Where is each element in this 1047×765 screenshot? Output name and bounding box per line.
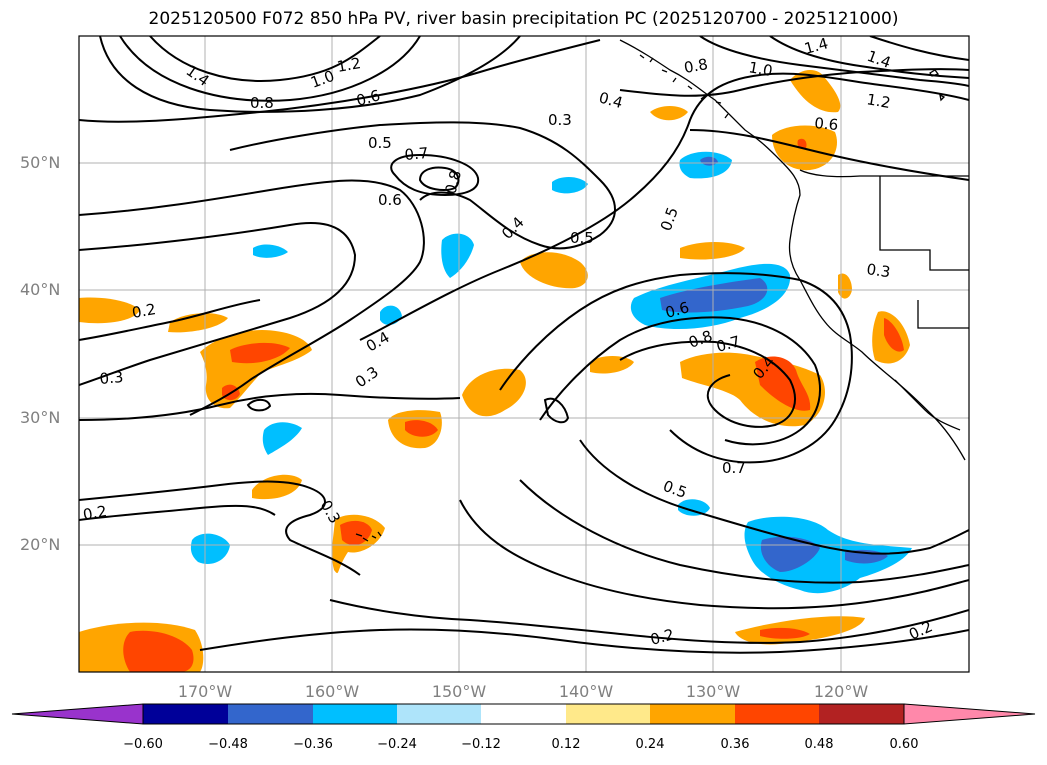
lon-tick-label: 120°W: [813, 682, 869, 701]
contour-label: 0.6: [354, 86, 382, 110]
pv-contours: [79, 36, 969, 654]
colorbar-tick-label: −0.36: [293, 737, 333, 752]
contour-label: 0.6: [814, 114, 839, 134]
colorbar-segment: [650, 704, 735, 724]
lat-tick-label: 40°N: [20, 280, 61, 299]
precip-negative-region: [678, 499, 710, 516]
contour-label: 1.2: [865, 90, 892, 112]
precip-strong-positive-region: [123, 630, 194, 672]
precip-negative-region: [190, 533, 230, 565]
precip-strong-positive-region: [797, 138, 807, 149]
lat-tick-label: 20°N: [20, 535, 61, 554]
colorbar-tick-label: −0.60: [123, 737, 163, 752]
contour-label: 0.4: [597, 88, 625, 112]
colorbar-segment: [819, 704, 904, 724]
contour-label: 1.4: [802, 34, 830, 58]
colorbar-extend-high: [903, 703, 1036, 725]
colorbar-extend-low: [11, 703, 144, 725]
precip-negative-region: [552, 176, 588, 194]
colorbar-segment: [566, 704, 650, 724]
precip-positive-region: [790, 69, 841, 113]
precip-negative-region: [253, 244, 288, 258]
lon-tick-label: 160°W: [304, 682, 360, 701]
contour-label: 1.2: [336, 54, 363, 76]
precip-strong-positive-region: [884, 318, 904, 352]
colorbar-segment: [735, 704, 819, 724]
colorbar-frame: [142, 703, 905, 725]
lon-tick-label: 150°W: [431, 682, 487, 701]
contour-label: 0.3: [548, 111, 572, 129]
colorbar-tick-label: 0.12: [551, 737, 581, 752]
colorbar-tick-label: 0.60: [889, 737, 919, 752]
precip-positive-region: [650, 106, 688, 121]
contour-label: 1.0: [747, 58, 774, 80]
colorbar: [11, 703, 1036, 725]
colorbar-tick-label: −0.48: [208, 737, 248, 752]
precip-negative-region: [744, 516, 912, 594]
contour-label: 0.3: [865, 260, 891, 281]
contour-label: 0.7: [714, 332, 742, 356]
precip-positive-region: [590, 356, 634, 374]
contour-label: 0.7: [404, 144, 429, 164]
lon-tick-label: 140°W: [558, 682, 614, 701]
precip-strong-positive-region: [760, 627, 810, 639]
colorbar-segment: [313, 704, 397, 724]
contour-label: 0.2: [131, 300, 158, 322]
contour-label: 0.8: [441, 168, 465, 196]
precip-strong-positive-region: [755, 356, 811, 411]
precip-positive-region: [79, 297, 140, 324]
contour-label: 0.8: [683, 55, 710, 77]
plot-area: 1.4 1.2 1.0 0.8 0.7 0.6 0.5 0.4 0.3 0.2 …: [79, 34, 969, 672]
colorbar-tick-label: −0.24: [377, 737, 417, 752]
map-title: 2025120500 F072 850 hPa PV, river basin …: [148, 9, 899, 29]
precip-positive-region: [462, 368, 526, 417]
precip-positive-region: [520, 252, 588, 289]
precip-negative-region: [441, 233, 474, 278]
colorbar-segment: [397, 704, 481, 724]
precip-strong-positive-region: [230, 342, 290, 364]
colorbar-tick-label: 0.36: [720, 737, 750, 752]
contour-label: 0.2: [648, 625, 676, 649]
contour-label: 0.3: [99, 368, 124, 388]
contour-label: 0.5: [570, 229, 594, 247]
plot-frame: [78, 35, 970, 673]
lon-tick-label: 170°W: [177, 682, 233, 701]
colorbar-segment: [228, 704, 313, 724]
coastlines: [355, 39, 969, 542]
contour-label: 0.7: [722, 459, 746, 477]
colorbar-segment: [481, 704, 566, 724]
precip-positive-region: [168, 313, 228, 333]
precip-negative-region: [262, 422, 302, 455]
lon-tick-label: 130°W: [685, 682, 741, 701]
contour-label: 0.8: [250, 94, 274, 112]
lat-tick-label: 30°N: [20, 408, 61, 427]
contour-label: 0.6: [663, 298, 691, 322]
contour-label: 0.2: [82, 502, 109, 524]
lat-tick-label: 50°N: [20, 153, 61, 172]
colorbar-tick-label: 0.24: [635, 737, 665, 752]
colorbar-tick-label: −0.12: [461, 737, 501, 752]
contour-label: 0.6: [378, 191, 402, 209]
colorbar-tick-label: 0.48: [804, 737, 834, 752]
contour-label: 0.5: [368, 134, 392, 152]
precip-strong-negative-region: [760, 536, 820, 572]
precip-strong-positive-region: [405, 420, 438, 437]
precip-strong-negative-region: [660, 278, 768, 313]
colorbar-segment: [143, 704, 228, 724]
